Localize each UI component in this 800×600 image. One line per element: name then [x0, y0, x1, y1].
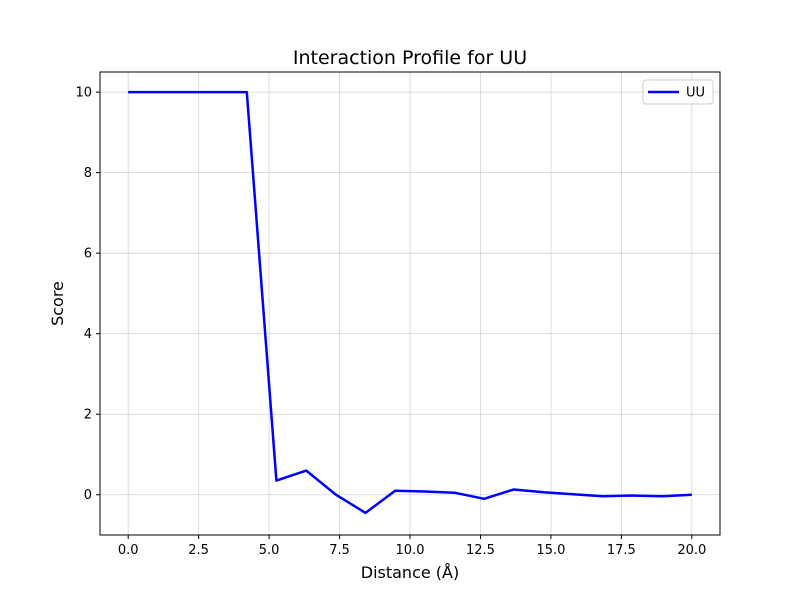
x-tick-label: 7.5	[329, 543, 350, 558]
y-tick-label: 10	[75, 86, 92, 101]
x-tick-label: 2.5	[188, 543, 209, 558]
y-axis-label: Score	[48, 281, 67, 326]
x-tick-label: 5.0	[259, 543, 280, 558]
x-tick-label: 20.0	[677, 543, 706, 558]
x-tick-label: 15.0	[536, 543, 565, 558]
chart-title: Interaction Profile for UU	[293, 47, 527, 69]
x-tick-label: 0.0	[118, 543, 139, 558]
series-line-uu	[128, 90, 692, 515]
y-tick-label: 0	[84, 488, 92, 503]
series-layer	[128, 90, 692, 515]
ticks: 0.0 2.5 5.0 7.5 10.0 12.5 15.0 17.5 20.0 0 2 4 6 8 10	[75, 86, 706, 558]
y-tick-label: 2	[84, 408, 92, 423]
y-tick-label: 6	[84, 247, 92, 262]
x-axis-label: Distance (Å)	[361, 563, 459, 582]
legend-label-uu: UU	[686, 86, 705, 101]
x-tick-label: 10.0	[396, 543, 425, 558]
x-tick-label: 17.5	[607, 543, 636, 558]
x-tick-label: 12.5	[466, 543, 495, 558]
y-tick-label: 4	[84, 327, 92, 342]
y-tick-label: 8	[84, 166, 92, 181]
legend: UU	[642, 79, 714, 105]
